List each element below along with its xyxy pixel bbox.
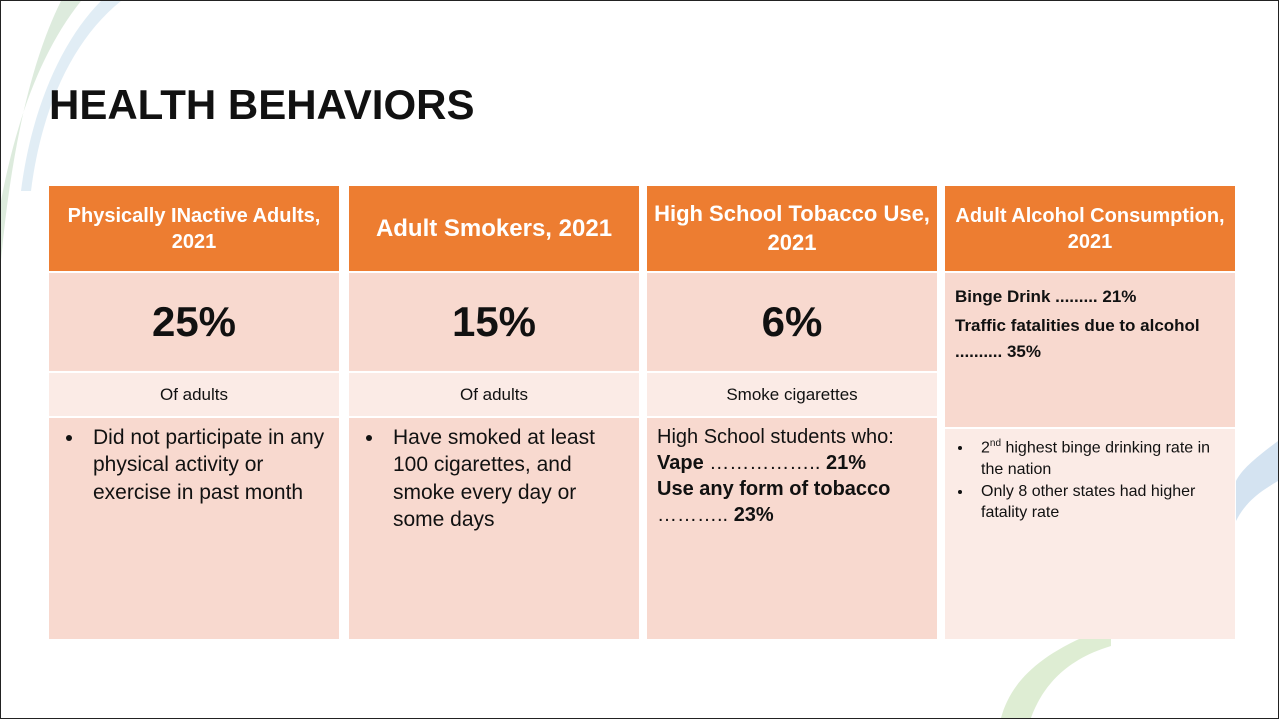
big-value: 6%: [647, 273, 937, 371]
stat-label: Traffic fatalities due to alcohol: [955, 316, 1200, 336]
stat-value: 35%: [1006, 341, 1041, 361]
bullet: 2nd highest binge drinking rate in the n…: [973, 437, 1227, 481]
stat: Traffic fatalities due to alcohol ......…: [955, 313, 1225, 364]
bullets: 2nd highest binge drinking rate in the n…: [945, 429, 1235, 639]
stat-value: 21%: [1102, 287, 1137, 306]
column: Physically INactive Adults, 2021 25% Of …: [49, 186, 339, 639]
column-header: High School Tobacco Use, 2021: [647, 186, 937, 271]
body: Have smoked at least 100 cigarettes, and…: [349, 418, 639, 639]
big-value: 15%: [349, 273, 639, 371]
bullet: Did not participate in any physical acti…: [85, 424, 329, 506]
ordinal-suffix: nd: [989, 438, 1002, 449]
swoosh: [1, 1, 81, 261]
stats: Binge Drink ......... 21% Traffic fatali…: [945, 273, 1235, 427]
leader: ……………..: [709, 452, 821, 474]
stat-label: Use any form of tobacco: [657, 478, 891, 500]
bullet: Only 8 other states had higher fatality …: [973, 481, 1227, 524]
stat-label: Vape: [657, 452, 704, 474]
stat: Binge Drink ......... 21%: [955, 281, 1225, 313]
subtitle: Of adults: [49, 373, 339, 416]
column-header: Adult Alcohol Consumption, 2021: [945, 186, 1235, 271]
body: Did not participate in any physical acti…: [49, 418, 339, 639]
subtitle: Of adults: [349, 373, 639, 416]
bullet-text: highest binge drinking rate in the natio…: [981, 439, 1211, 478]
column-header: Physically INactive Adults, 2021: [49, 186, 339, 271]
leader: ………..: [657, 504, 729, 526]
stat-value: 21%: [825, 452, 866, 474]
body: High School students who: Vape …………….. 2…: [647, 418, 937, 639]
swoosh: [21, 1, 121, 191]
swoosh: [1001, 626, 1111, 718]
intro: High School students who:: [657, 426, 894, 448]
swoosh: [1236, 441, 1278, 521]
leader: ..........: [955, 341, 1003, 361]
ordinal: 2: [981, 439, 990, 457]
column: Adult Smokers, 2021 15% Of adults Have s…: [349, 186, 639, 639]
column-header: Adult Smokers, 2021: [349, 186, 639, 271]
stat: Vape …………….. 21%: [657, 450, 927, 476]
stat-label: Binge Drink: [955, 287, 1051, 306]
title: HEALTH BEHAVIORS: [49, 81, 475, 128]
stat: Use any form of tobacco ……….. 23%: [657, 476, 927, 528]
big-value: 25%: [49, 273, 339, 371]
stat-value: 23%: [733, 504, 774, 526]
column: Adult Alcohol Consumption, 2021 Binge Dr…: [945, 186, 1235, 639]
column: High School Tobacco Use, 2021 6% Smoke c…: [647, 186, 937, 639]
leader: .........: [1055, 287, 1098, 306]
subtitle: Smoke cigarettes: [647, 373, 937, 416]
bullet: Have smoked at least 100 cigarettes, and…: [385, 424, 629, 533]
